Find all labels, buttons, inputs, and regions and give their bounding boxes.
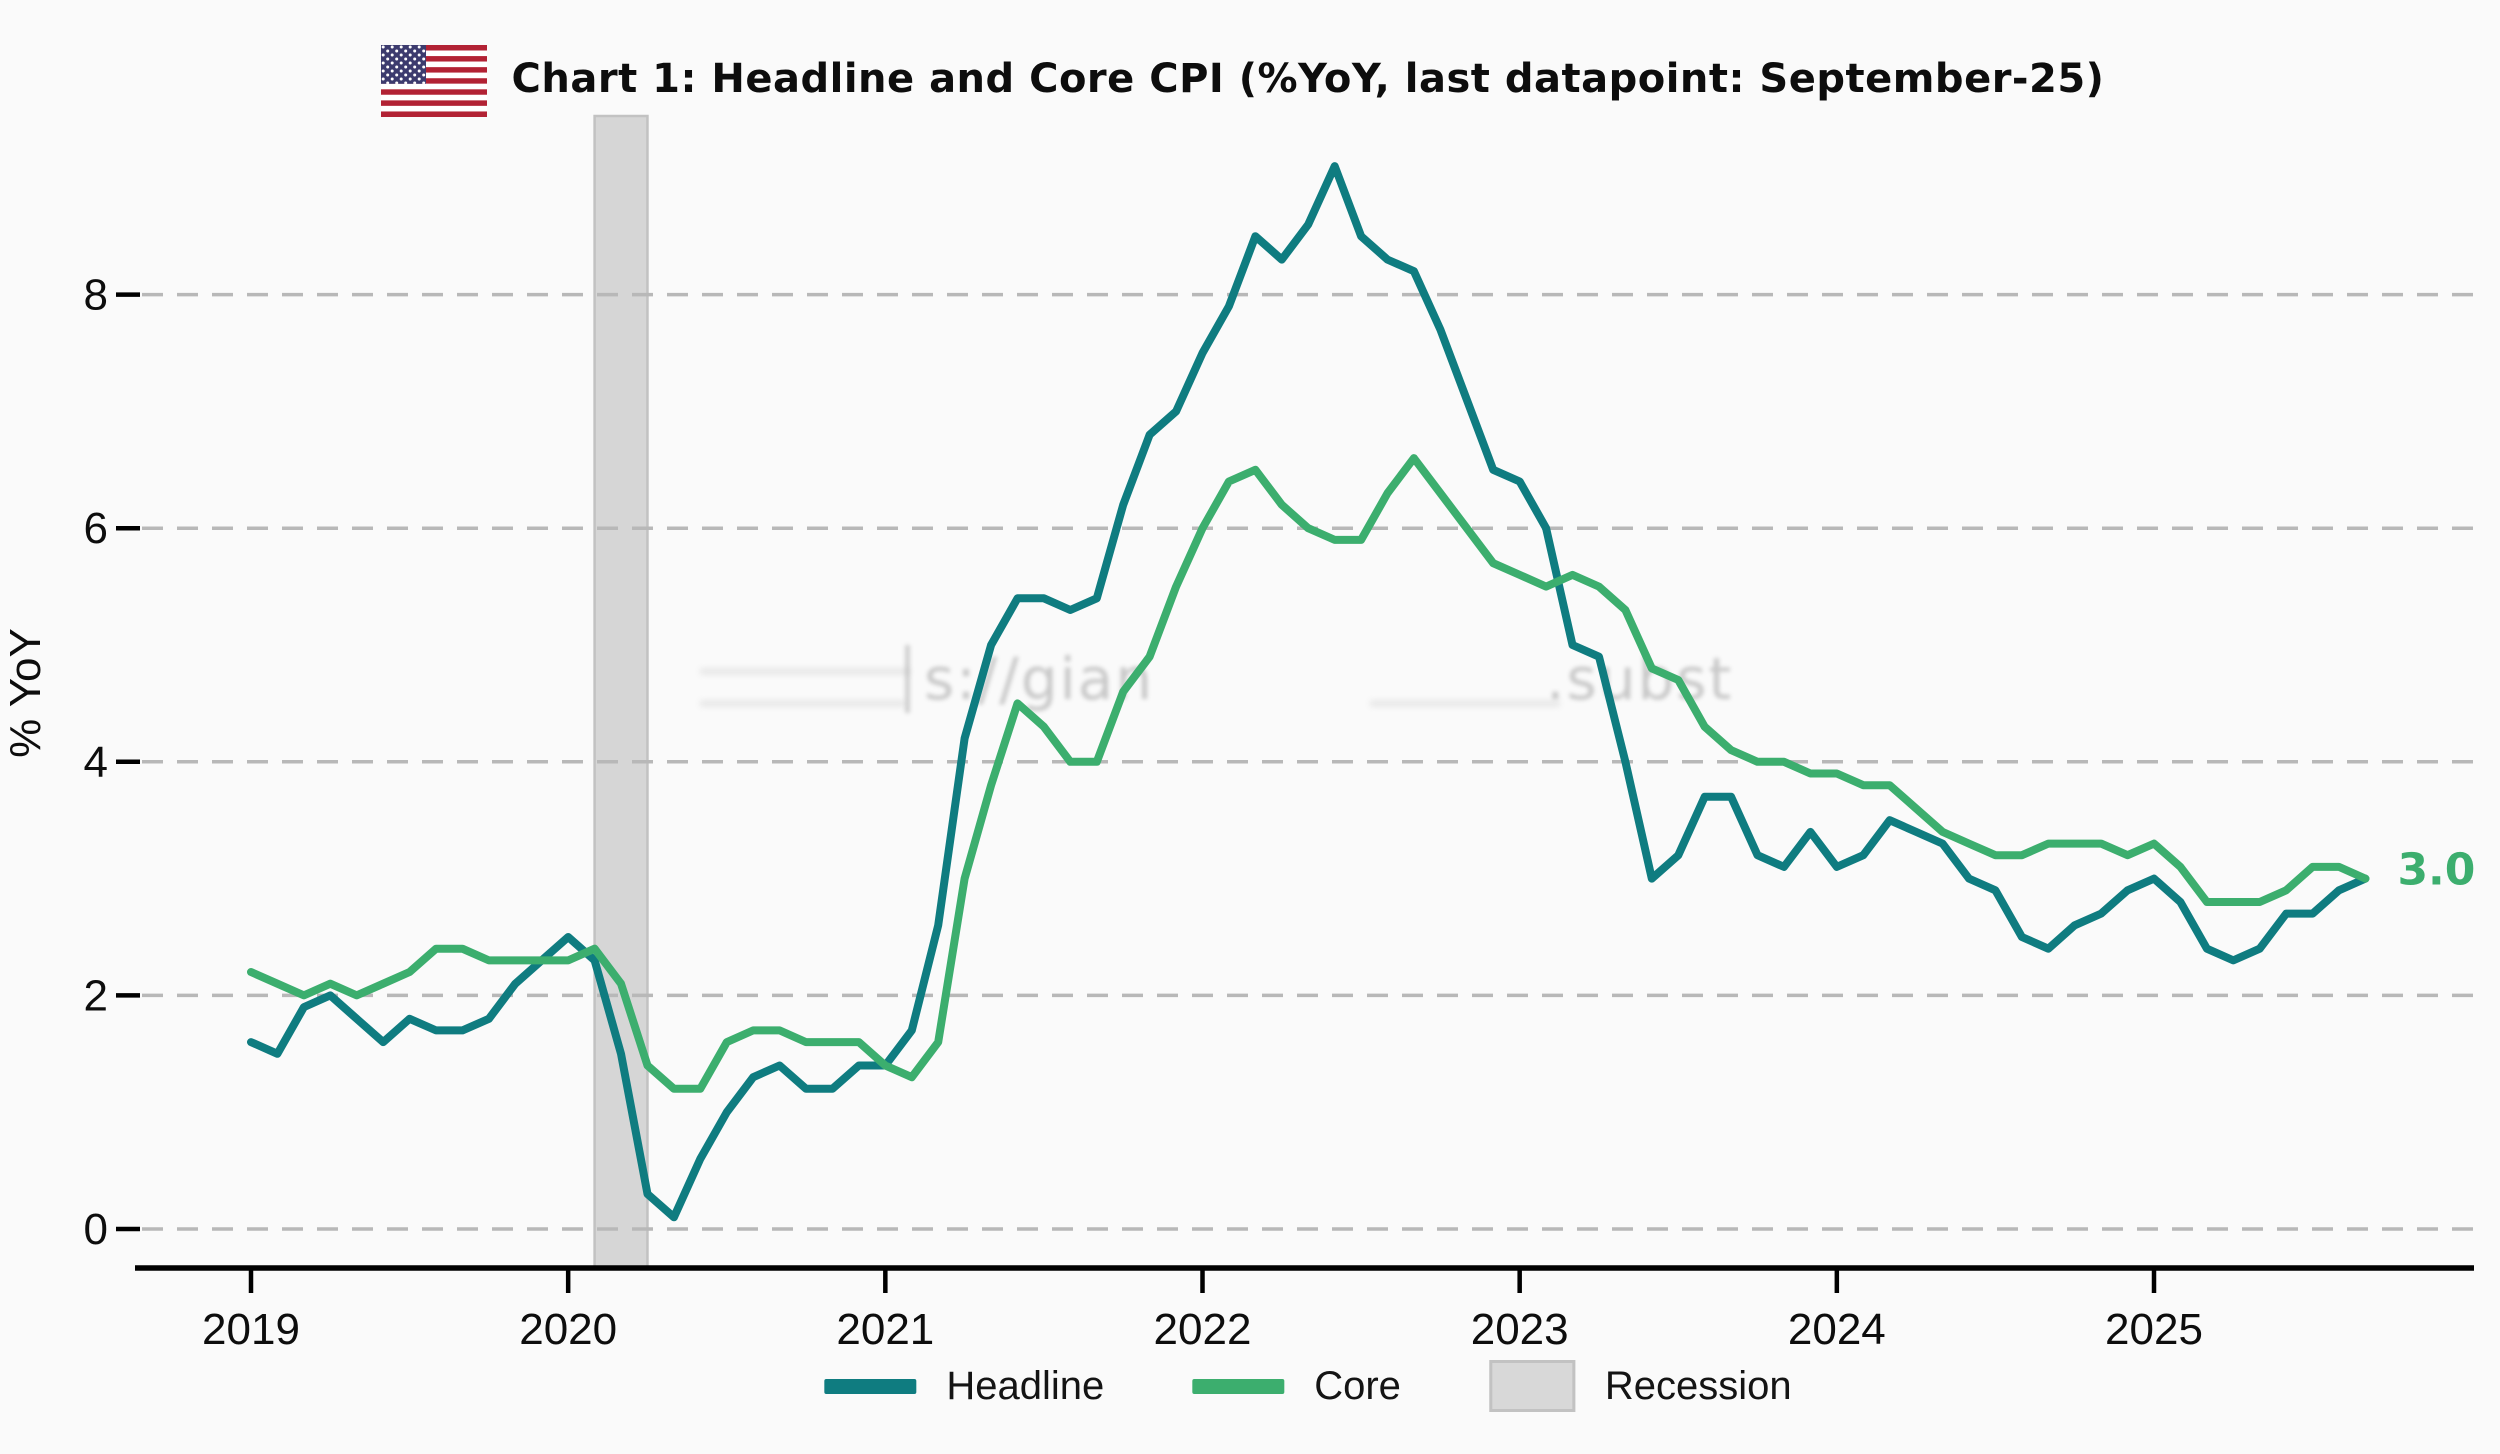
core-swatch-icon — [1192, 1378, 1285, 1394]
watermark-right: .subst — [1546, 645, 1734, 713]
legend-label-headline: Headline — [946, 1363, 1105, 1408]
chart-title: Chart 1: Headline and Core CPI (%YoY, la… — [511, 56, 2105, 102]
watermark-streak — [1370, 700, 1560, 707]
recession-swatch-icon — [1488, 1360, 1575, 1412]
legend-item-recession: Recession — [1488, 1360, 1792, 1412]
flag-stripes — [381, 45, 487, 117]
y-tick-label: 8 — [84, 271, 108, 320]
flag-canton — [381, 45, 426, 84]
y-tick-label: 0 — [84, 1205, 108, 1254]
headline-line — [247, 162, 2370, 1222]
x-tick-label: 2021 — [836, 1305, 934, 1354]
x-tick-label: 2023 — [1471, 1305, 1569, 1354]
x-tick-label: 2025 — [2105, 1305, 2203, 1354]
x-tick-label: 2019 — [202, 1305, 300, 1354]
end-value-label: 3.0 — [2397, 845, 2475, 896]
watermark-left: s://gian — [905, 645, 1155, 713]
core-line — [247, 454, 2370, 1093]
chart-legend: Headline Core Recession — [824, 1360, 1792, 1412]
x-tick-label: 2024 — [1788, 1305, 1886, 1354]
legend-item-headline: Headline — [824, 1364, 1104, 1409]
legend-label-core: Core — [1314, 1363, 1401, 1408]
us-flag-icon — [381, 45, 487, 117]
recession-band — [593, 114, 649, 1270]
watermark-streak — [700, 700, 905, 707]
watermark: s://gian .subst — [905, 645, 1733, 713]
x-tick-label: 2020 — [519, 1305, 617, 1354]
x-tick-label: 2022 — [1154, 1305, 1252, 1354]
y-tick-label: 2 — [84, 971, 108, 1020]
legend-label-recession: Recession — [1604, 1363, 1792, 1408]
watermark-streak — [700, 668, 910, 675]
headline-swatch-icon — [824, 1378, 917, 1394]
y-tick-label: 6 — [84, 504, 108, 553]
y-tick-label: 4 — [84, 738, 108, 787]
legend-item-core: Core — [1192, 1364, 1401, 1409]
y-axis-title: % YoY — [1, 628, 50, 758]
